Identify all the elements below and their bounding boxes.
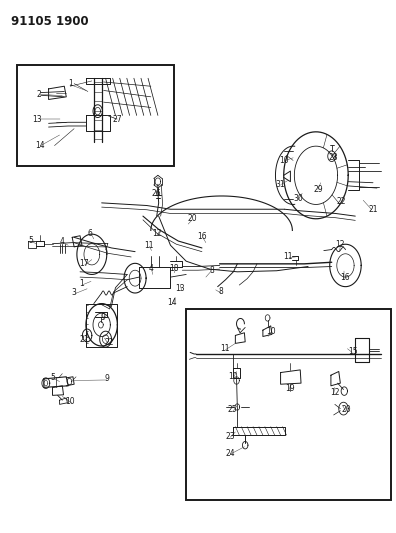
Text: 18: 18 bbox=[169, 264, 179, 273]
Text: 5: 5 bbox=[51, 373, 56, 382]
Text: 2: 2 bbox=[36, 90, 41, 99]
Text: 13: 13 bbox=[32, 115, 42, 124]
Text: 16: 16 bbox=[197, 232, 207, 241]
Text: 4: 4 bbox=[60, 237, 65, 246]
Text: 3: 3 bbox=[72, 288, 76, 297]
Text: 22: 22 bbox=[105, 338, 114, 348]
Text: 21: 21 bbox=[368, 205, 378, 214]
Text: 10: 10 bbox=[266, 327, 276, 336]
Text: 9: 9 bbox=[104, 374, 109, 383]
Text: 16: 16 bbox=[341, 273, 350, 282]
Text: 12: 12 bbox=[152, 229, 162, 238]
Text: 27: 27 bbox=[112, 115, 122, 124]
Text: 13: 13 bbox=[175, 284, 185, 293]
Text: 4: 4 bbox=[148, 264, 153, 273]
Text: 17: 17 bbox=[79, 260, 89, 268]
Text: 23: 23 bbox=[225, 432, 235, 441]
Text: 8: 8 bbox=[209, 266, 214, 275]
Text: 26: 26 bbox=[152, 189, 162, 198]
Text: 9: 9 bbox=[101, 313, 105, 322]
Text: 5: 5 bbox=[29, 236, 33, 245]
Text: 8: 8 bbox=[219, 287, 223, 296]
Text: 14: 14 bbox=[168, 298, 177, 307]
Text: 20: 20 bbox=[187, 214, 197, 223]
Text: 10: 10 bbox=[65, 397, 75, 406]
Text: 11: 11 bbox=[144, 241, 154, 250]
Text: 24: 24 bbox=[225, 449, 235, 458]
Text: 1: 1 bbox=[80, 279, 84, 288]
Text: 28: 28 bbox=[329, 154, 339, 163]
Text: 22: 22 bbox=[337, 197, 346, 206]
Text: 20: 20 bbox=[342, 405, 352, 414]
Text: 31: 31 bbox=[276, 180, 286, 189]
Text: 10: 10 bbox=[228, 372, 238, 381]
Text: 19: 19 bbox=[286, 384, 295, 393]
Text: 30: 30 bbox=[293, 194, 303, 203]
Text: 1: 1 bbox=[68, 79, 72, 88]
Text: 91105 1900: 91105 1900 bbox=[11, 14, 89, 28]
Text: 11: 11 bbox=[220, 344, 230, 353]
Text: 15: 15 bbox=[348, 347, 358, 356]
Text: 14: 14 bbox=[35, 141, 45, 150]
Text: 25: 25 bbox=[228, 405, 238, 414]
Text: 6: 6 bbox=[88, 229, 92, 238]
Text: 12: 12 bbox=[335, 240, 345, 249]
Text: 21: 21 bbox=[79, 335, 89, 344]
Text: 10: 10 bbox=[280, 156, 289, 165]
Text: 7: 7 bbox=[103, 244, 108, 253]
Text: 12: 12 bbox=[330, 388, 340, 397]
Text: 29: 29 bbox=[313, 185, 323, 194]
Text: 11: 11 bbox=[284, 252, 293, 261]
